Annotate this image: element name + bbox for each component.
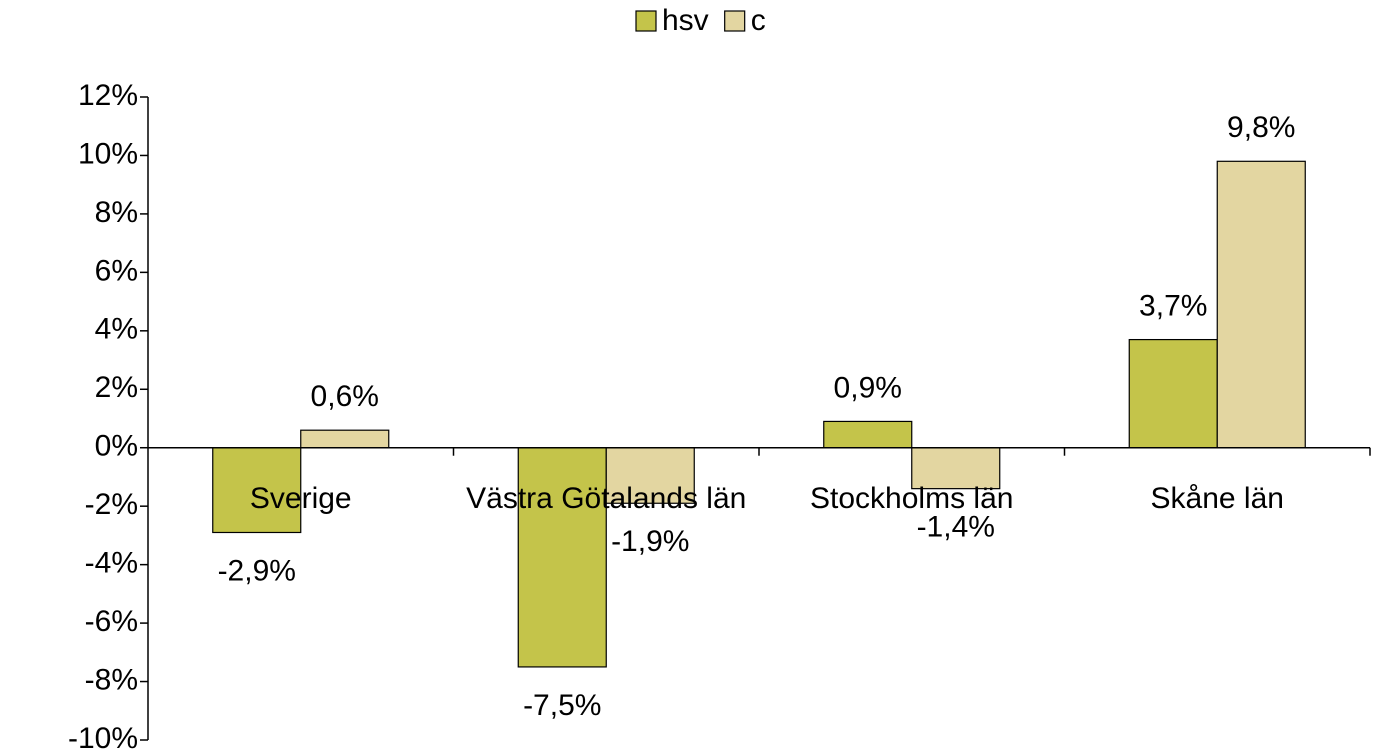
data-label: 0,6% bbox=[311, 380, 379, 413]
x-tick-label: Stockholms län bbox=[810, 481, 1014, 515]
bar bbox=[212, 447, 302, 534]
bar bbox=[1216, 160, 1306, 449]
y-tick-label: 12% bbox=[78, 79, 138, 112]
y-tick-label: -10% bbox=[68, 722, 138, 751]
data-label: -2,9% bbox=[218, 554, 296, 587]
legend-swatch bbox=[724, 10, 746, 32]
data-label: -1,4% bbox=[917, 511, 995, 544]
bar bbox=[1128, 338, 1218, 449]
bar bbox=[300, 429, 390, 449]
data-label: 3,7% bbox=[1139, 290, 1207, 323]
bar bbox=[911, 447, 1001, 490]
y-tick-label: 4% bbox=[95, 313, 138, 346]
y-tick-label: 10% bbox=[78, 137, 138, 170]
legend-swatch bbox=[635, 10, 657, 32]
y-tick-label: -2% bbox=[85, 488, 138, 521]
bar bbox=[823, 420, 913, 449]
y-tick-label: 6% bbox=[95, 254, 138, 287]
bar bbox=[605, 447, 695, 504]
y-tick-label: 0% bbox=[95, 430, 138, 463]
legend-label: c bbox=[751, 4, 766, 37]
data-label: 9,8% bbox=[1227, 111, 1295, 144]
data-label: 0,9% bbox=[834, 371, 902, 404]
data-label: -7,5% bbox=[523, 689, 601, 722]
y-tick-label: 8% bbox=[95, 196, 138, 229]
y-tick-label: -8% bbox=[85, 663, 138, 696]
x-tick-label: Skåne län bbox=[1150, 481, 1284, 515]
legend-label: hsv bbox=[662, 4, 709, 37]
y-tick-label: -6% bbox=[85, 605, 138, 638]
y-tick-label: 2% bbox=[95, 371, 138, 404]
x-tick-label: Västra Götalands län bbox=[466, 481, 747, 515]
y-tick-label: -4% bbox=[85, 547, 138, 580]
data-label: -1,9% bbox=[611, 525, 689, 558]
bar bbox=[517, 447, 607, 668]
x-tick-label: Sverige bbox=[249, 481, 352, 515]
